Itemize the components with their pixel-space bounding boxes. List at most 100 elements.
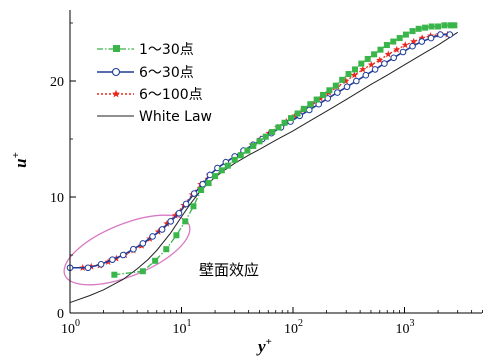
data-point <box>345 71 352 78</box>
x-tick-group: 100 101 102 103 <box>61 307 483 337</box>
y-tick-label-1: 10 <box>50 191 64 206</box>
data-point <box>109 256 116 263</box>
x-tick-label-base: 10 <box>284 322 298 337</box>
data-point <box>418 34 426 42</box>
legend-entry-2: 6～100点 <box>97 87 203 103</box>
data-point <box>231 156 238 163</box>
data-point <box>343 83 351 91</box>
data-point <box>307 101 314 108</box>
data-point <box>332 82 339 89</box>
data-point <box>288 115 295 122</box>
data-point <box>167 218 174 225</box>
data-point <box>244 147 251 154</box>
data-point <box>377 46 384 53</box>
data-point <box>410 37 418 45</box>
data-point <box>281 119 288 126</box>
x-tick-label-0: 100 <box>61 318 80 337</box>
data-point <box>139 240 147 247</box>
legend-marker-0 <box>113 45 120 52</box>
data-point <box>376 56 384 64</box>
x-tick-label-exp: 2 <box>298 318 303 329</box>
x-axis-label-base: y <box>256 337 266 356</box>
legend-marker-2 <box>112 89 120 98</box>
data-point <box>428 23 435 30</box>
x-tick-label-exp: 3 <box>410 318 415 329</box>
data-point <box>334 89 341 96</box>
y-axis-label-sup: + <box>10 152 22 158</box>
data-point <box>190 203 197 210</box>
series-0 <box>111 22 458 278</box>
data-point <box>350 71 358 79</box>
data-point <box>353 77 360 85</box>
data-point <box>422 24 429 31</box>
legend-label-3: White Law <box>139 109 212 125</box>
data-point <box>367 60 375 68</box>
data-point <box>158 226 166 233</box>
data-point <box>409 42 416 50</box>
data-point <box>358 60 365 67</box>
data-point <box>212 173 219 180</box>
data-point <box>364 55 371 62</box>
data-point <box>427 34 435 42</box>
data-point <box>435 23 442 30</box>
data-point <box>97 260 105 268</box>
legend-label-0: 1～30点 <box>139 42 194 58</box>
data-point <box>262 133 269 140</box>
x-axis-label-sup: + <box>266 336 272 348</box>
data-point <box>362 71 370 79</box>
data-point <box>175 209 183 217</box>
data-point <box>237 152 244 159</box>
legend-label-2: 6～100点 <box>139 87 203 103</box>
data-point <box>149 233 156 240</box>
data-point <box>393 45 401 53</box>
data-point <box>218 167 225 174</box>
data-point <box>300 105 307 112</box>
data-point <box>384 50 392 58</box>
data-point <box>275 124 282 131</box>
data-point <box>399 48 407 56</box>
y-tick-label-0: 0 <box>57 307 64 322</box>
data-point <box>324 95 332 102</box>
data-point <box>163 219 171 227</box>
data-point <box>446 31 454 38</box>
y-tick-group: 0 10 20 <box>50 22 76 322</box>
data-point <box>294 110 301 117</box>
data-point <box>152 257 159 264</box>
legend-label-1: 6～30点 <box>139 65 194 81</box>
data-point <box>313 96 320 103</box>
x-tick-label-exp: 0 <box>75 318 80 329</box>
y-tick-label-2: 20 <box>50 75 64 90</box>
x-tick-label-3: 103 <box>396 318 415 337</box>
data-point <box>139 268 146 275</box>
data-point <box>250 142 257 149</box>
data-point <box>173 232 180 239</box>
data-point <box>441 22 448 29</box>
data-point <box>256 138 263 145</box>
data-point <box>190 190 198 197</box>
data-point <box>409 28 416 35</box>
data-point <box>396 35 403 42</box>
y-axis-label: u+ <box>10 152 30 168</box>
data-point <box>390 38 397 45</box>
data-point <box>163 246 170 253</box>
data-point <box>451 22 458 29</box>
data-point <box>352 66 359 73</box>
data-point <box>402 31 409 38</box>
data-point <box>320 91 327 98</box>
legend-entry-0: 1～30点 <box>97 42 194 58</box>
data-point <box>206 171 214 179</box>
data-point <box>198 187 205 194</box>
x-tick-label-exp: 1 <box>187 318 192 329</box>
legend: 1～30点 6～30点 6～100点 White Law <box>97 42 212 125</box>
data-point <box>342 77 350 85</box>
wall-effect-ellipse <box>63 214 191 286</box>
annotation-text: 壁面效应 <box>199 261 259 279</box>
data-point <box>182 218 189 225</box>
data-point <box>316 94 324 102</box>
x-tick-label-base: 10 <box>396 322 410 337</box>
data-point <box>401 41 409 49</box>
data-point <box>205 180 212 187</box>
data-point <box>111 271 118 278</box>
series-layer <box>66 22 458 304</box>
